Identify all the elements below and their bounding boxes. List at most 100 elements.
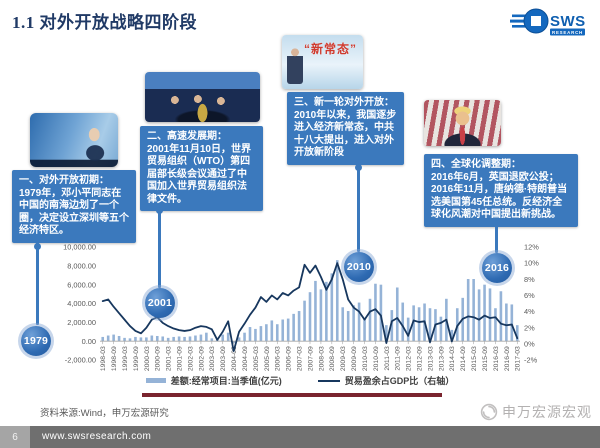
page-number: 6 bbox=[0, 426, 30, 448]
stage-4-body: 2016年6月，英国退欧公投；2016年11月，唐纳德·特朗普当选美国第45任总… bbox=[431, 171, 568, 221]
photo-trump-us-flag bbox=[424, 100, 501, 146]
svg-text:2007-09: 2007-09 bbox=[307, 346, 314, 371]
svg-text:8%: 8% bbox=[524, 275, 535, 284]
photo-new-normal: “新常态” bbox=[282, 35, 363, 89]
svg-text:1999-03: 1999-03 bbox=[122, 346, 129, 371]
stage-box-1: 一、对外开放初期： 1979年，邓小平同志在中国的南海边划了一个圈，决定设立深圳… bbox=[12, 170, 136, 243]
stage-box-2: 二、高速发展期： 2001年11月10日，世界贸易组织（WTO）第四届部长级会议… bbox=[140, 126, 263, 211]
legend-item-gdp-ratio: 贸易盈余占GDP比（右轴） bbox=[317, 374, 455, 387]
sws-logo-text: SWS bbox=[550, 13, 586, 30]
svg-text:2006-09: 2006-09 bbox=[286, 346, 293, 371]
right-axis-labels: 12% 10% 8% 6% 4% 2% 0% -2% bbox=[524, 243, 539, 365]
svg-text:12%: 12% bbox=[524, 243, 539, 252]
gdp-ratio-line bbox=[101, 262, 519, 353]
svg-text:2012-03: 2012-03 bbox=[406, 346, 413, 371]
svg-text:2013-09: 2013-09 bbox=[438, 346, 445, 371]
svg-text:10%: 10% bbox=[524, 259, 539, 268]
x-axis-labels: 1998-03 1998-09 1999-03 1999-09 2000-03 2000-… bbox=[100, 341, 522, 371]
swsmacro-swirl-icon bbox=[480, 403, 498, 421]
svg-text:2000-09: 2000-09 bbox=[155, 346, 162, 371]
svg-text:2004-09: 2004-09 bbox=[242, 346, 249, 371]
svg-text:2013-03: 2013-03 bbox=[427, 346, 434, 371]
svg-text:0.00: 0.00 bbox=[82, 337, 96, 346]
svg-text:2006-03: 2006-03 bbox=[275, 346, 282, 371]
svg-text:2001-03: 2001-03 bbox=[166, 346, 173, 371]
svg-text:2017-03: 2017-03 bbox=[515, 346, 522, 371]
svg-text:2002-03: 2002-03 bbox=[187, 346, 194, 371]
svg-text:2011-09: 2011-09 bbox=[395, 346, 402, 371]
footer-bar bbox=[0, 426, 600, 448]
svg-text:2015-09: 2015-09 bbox=[482, 346, 489, 371]
timeline-connector-1 bbox=[36, 241, 39, 325]
svg-text:6,000.00: 6,000.00 bbox=[67, 280, 96, 289]
year-badge-2016: 2016 bbox=[482, 253, 512, 283]
photo-caption-new-normal: “新常态” bbox=[304, 42, 358, 56]
stage-1-body: 1979年，邓小平同志在中国的南海边划了一个圈，决定设立深圳等五个经济特区。 bbox=[19, 187, 129, 237]
stage-3-heading: 三、新一轮对外开放： bbox=[294, 97, 394, 108]
svg-text:2010-03: 2010-03 bbox=[362, 346, 369, 371]
svg-text:2003-03: 2003-03 bbox=[209, 346, 216, 371]
sws-logo-globe-icon bbox=[510, 8, 549, 34]
svg-text:2,000.00: 2,000.00 bbox=[67, 318, 96, 327]
timeline-connector-2 bbox=[158, 209, 161, 288]
svg-text:2012-09: 2012-09 bbox=[416, 346, 423, 371]
svg-text:2%: 2% bbox=[524, 323, 535, 332]
svg-text:10,000.00: 10,000.00 bbox=[63, 243, 96, 252]
legend-bar-swatch bbox=[145, 378, 166, 383]
svg-text:-2,000.00: -2,000.00 bbox=[65, 356, 96, 365]
page-title: 1.1 对外开放战略四阶段 bbox=[12, 13, 197, 32]
svg-text:4%: 4% bbox=[524, 307, 535, 316]
speaker-figure bbox=[287, 48, 303, 84]
svg-text:2007-03: 2007-03 bbox=[296, 346, 303, 371]
svg-text:2003-09: 2003-09 bbox=[220, 346, 227, 371]
svg-text:1998-09: 1998-09 bbox=[111, 346, 118, 371]
svg-text:2016-09: 2016-09 bbox=[504, 346, 511, 371]
timeline-connector-3 bbox=[357, 166, 360, 252]
legend-line-label: 贸易盈余占GDP比（右轴） bbox=[344, 376, 455, 386]
stage-1-heading: 一、对外开放初期： bbox=[19, 175, 109, 186]
svg-text:4,000.00: 4,000.00 bbox=[67, 299, 96, 308]
trade-chart: 1998-03 1998-09 1999-03 1999-09 2000-03 2000-… bbox=[63, 243, 539, 372]
sws-logo-subtext: RESEARCH bbox=[552, 30, 583, 35]
legend-item-current-account: 差额:经常项目:当季值(亿元) bbox=[145, 374, 282, 387]
svg-text:2010-09: 2010-09 bbox=[373, 346, 380, 371]
chart-bottom-divider bbox=[142, 393, 442, 397]
photo-wto-accession-ceremony bbox=[145, 72, 260, 122]
svg-text:2014-09: 2014-09 bbox=[460, 346, 467, 371]
year-badge-2010: 2010 bbox=[344, 252, 374, 282]
stage-box-3: 三、新一轮对外开放： 2010年以来，我国逐步进入经济新常态，中共十八大提出，进… bbox=[287, 92, 404, 165]
photo-deng-xiaoping-shenzhen bbox=[30, 113, 118, 167]
wechat-account-name: 申万宏源宏观 bbox=[502, 406, 592, 421]
legend-bar-label: 差额:经常项目:当季值(亿元) bbox=[170, 376, 282, 386]
svg-text:2000-03: 2000-03 bbox=[144, 346, 151, 371]
bar-series bbox=[101, 260, 519, 344]
source-note: 资料来源:Wind，申万宏源研究 bbox=[40, 408, 169, 419]
svg-text:6%: 6% bbox=[524, 291, 535, 300]
svg-text:2015-03: 2015-03 bbox=[471, 346, 478, 371]
svg-text:2009-03: 2009-03 bbox=[340, 346, 347, 371]
svg-text:-2%: -2% bbox=[524, 356, 538, 365]
left-axis-labels: 10,000.00 8,000.00 6,000.00 4,000.00 2,000.0… bbox=[63, 243, 96, 365]
svg-text:2011-03: 2011-03 bbox=[384, 346, 391, 371]
svg-text:1998-03: 1998-03 bbox=[100, 346, 107, 371]
svg-text:2009-09: 2009-09 bbox=[351, 346, 358, 371]
svg-text:2005-09: 2005-09 bbox=[264, 346, 271, 371]
svg-text:1999-09: 1999-09 bbox=[133, 346, 140, 371]
svg-text:8,000.00: 8,000.00 bbox=[67, 261, 96, 270]
footer-url: www.swsresearch.com bbox=[42, 431, 152, 442]
stage-3-body: 2010年以来，我国逐步进入经济新常态，中共十八大提出，进入对外开放新阶段 bbox=[294, 109, 397, 159]
stage-2-body: 2001年11月10日，世界贸易组织（WTO）第四届部长级会议通过了中国加入世界… bbox=[147, 143, 251, 205]
svg-text:2008-09: 2008-09 bbox=[329, 346, 336, 371]
svg-text:2016-03: 2016-03 bbox=[493, 346, 500, 371]
svg-text:0%: 0% bbox=[524, 339, 535, 348]
svg-text:2004-03: 2004-03 bbox=[231, 346, 238, 371]
stage-4-heading: 四、全球化调整期： bbox=[431, 159, 521, 170]
stage-2-heading: 二、高速发展期： bbox=[147, 131, 227, 142]
year-badge-1979: 1979 bbox=[21, 326, 51, 356]
svg-text:2005-03: 2005-03 bbox=[253, 346, 260, 371]
svg-text:2002-09: 2002-09 bbox=[198, 346, 205, 371]
year-badge-2001: 2001 bbox=[145, 288, 175, 318]
chart-legend: 差额:经常项目:当季值(亿元) 贸易盈余占GDP比（右轴） bbox=[0, 374, 600, 387]
svg-text:2014-03: 2014-03 bbox=[449, 346, 456, 371]
sws-research-logo: SWS RESEARCH bbox=[510, 8, 586, 36]
